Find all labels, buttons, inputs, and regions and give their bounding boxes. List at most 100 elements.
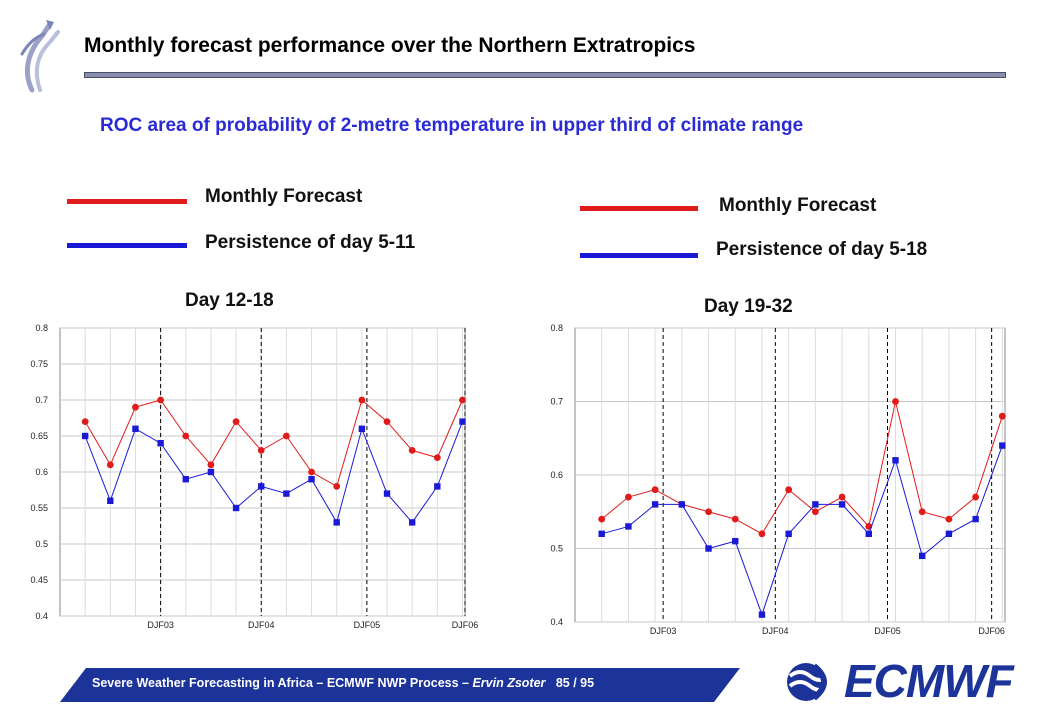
legend-forecast-label-left: Monthly Forecast [205, 186, 363, 207]
chart-left-ytick-label: 0.55 [30, 503, 48, 513]
chart-left-ytick-label: 0.8 [35, 323, 48, 333]
chart-right-persistence-point [972, 515, 979, 523]
chart-right-forecast-point [598, 515, 606, 523]
chart-subtitle: ROC area of probability of 2-metre tempe… [100, 115, 804, 136]
chart-right-persistence-point [838, 501, 846, 508]
chart-right-persistence-point [785, 530, 792, 537]
legend-forecast-label-right: Monthly Forecast [719, 195, 877, 216]
legend-forecast-swatch-left [67, 199, 187, 204]
chart-left-persistence-point [333, 519, 340, 526]
chart-right-persistence-point [625, 523, 632, 530]
chart-right-persistence-point [999, 442, 1006, 449]
chart-left-ytick-label: 0.6 [35, 467, 48, 477]
chart-right-season-label: DJF05 [874, 626, 901, 636]
chart-right-forecast-point [705, 508, 712, 516]
chart-right-persistence-point [651, 501, 659, 508]
legend-persistence-swatch-right [580, 253, 698, 258]
chart-right-forecast-point [972, 493, 980, 501]
chart-left-forecast-point [408, 447, 416, 454]
chart-right-forecast-point [785, 486, 793, 494]
ecmwf-swirl-logo-icon [20, 20, 60, 93]
chart-right-season-label: DJF03 [650, 626, 677, 636]
chart-right-forecast-point [811, 508, 819, 516]
chart-right-forecast-point [651, 486, 659, 494]
chart-left-forecast-point [333, 483, 341, 490]
ecmwf-wave-logo-icon [787, 663, 832, 701]
chart-right-forecast-point [758, 530, 766, 538]
chart-left-forecast-point [132, 403, 139, 411]
chart-right-ytick-label: 0.7 [550, 397, 563, 407]
chart-left-ytick-label: 0.7 [35, 395, 48, 405]
chart-left-persistence-point [408, 519, 416, 526]
chart-left-forecast-point [433, 454, 441, 461]
chart-right-persistence-point [732, 537, 739, 545]
legend-persistence-swatch-left [67, 243, 187, 248]
chart-right-series-line-persistence [601, 445, 1003, 617]
chart-left-series-line-forecast [84, 399, 463, 488]
chart-left-forecast-point [207, 461, 215, 469]
chart-left-forecast-point [257, 447, 265, 454]
chart-left-forecast-point [81, 418, 89, 425]
chart-left-persistence-point [107, 497, 114, 504]
chart-right-persistence-point [812, 501, 819, 508]
chart-right-ytick-label: 0.5 [550, 544, 563, 554]
legend-forecast-swatch-right [580, 206, 698, 211]
chart-right-forecast-point [918, 508, 926, 516]
chart-left-series-line-persistence [84, 421, 463, 524]
chart-left-forecast-point [157, 396, 165, 404]
chart-left-persistence-point [258, 483, 265, 490]
chart-left-persistence-point [207, 468, 215, 476]
chart-left-ytick-label: 0.5 [35, 539, 48, 549]
chart-right-season-label: DJF06 [978, 626, 1005, 636]
chart-right-ytick-label: 0.6 [550, 470, 563, 480]
chart-right-persistence-point [705, 545, 712, 552]
chart-left-ytick-label: 0.75 [30, 359, 48, 369]
chart-left-season-label: DJF03 [147, 620, 174, 630]
title-divider [84, 72, 1006, 78]
chart-right-forecast-point [998, 412, 1006, 420]
legend-persistence-label-left: Persistence of day 5-11 [205, 232, 416, 253]
chart-left-ytick-label: 0.65 [30, 431, 48, 441]
chart-left-persistence-point [308, 476, 315, 483]
chart-left-ytick-label: 0.45 [30, 575, 48, 585]
chart-left-ytick-label: 0.4 [35, 611, 48, 621]
chart-left-persistence-point [182, 476, 189, 483]
footer-bar [60, 668, 740, 702]
chart-left-persistence-point [434, 483, 441, 490]
chart-right-forecast-point [731, 515, 739, 523]
chart-left-forecast-point [358, 396, 366, 404]
chart-right-forecast-point [838, 493, 846, 501]
chart-left-forecast-point [106, 461, 114, 469]
chart-left-forecast-point [308, 468, 315, 476]
chart-left-persistence-point [383, 490, 391, 497]
chart-left-forecast-point [232, 418, 240, 425]
chart-left-persistence-point [132, 425, 139, 432]
chart-left-forecast-point [182, 432, 190, 440]
chart-right-persistence-point [892, 457, 899, 464]
page-title: Monthly forecast performance over the No… [84, 34, 696, 57]
chart-left-persistence-point [283, 490, 290, 497]
chart-right-persistence-point [945, 530, 953, 537]
chart-left-season-label: DJF06 [452, 620, 479, 630]
chart-right: 0.4 0.5 0.6 0.7 0.8 DJF03 DJF04 DJF05 DJF06 [550, 323, 1006, 636]
chart-left-persistence-point [358, 425, 366, 432]
chart-right-title: Day 19-32 [704, 296, 793, 317]
chart-right-ytick-label: 0.4 [550, 617, 563, 627]
footer-text: Severe Weather Forecasting in Africa – E… [92, 676, 594, 690]
chart-right-forecast-point [945, 515, 953, 523]
footer-title: Severe Weather Forecasting in Africa – E… [92, 676, 469, 690]
chart-left-forecast-point [383, 418, 391, 425]
chart-right-forecast-point [892, 398, 899, 405]
chart-right-persistence-point [678, 501, 686, 508]
legend-persistence-label-right: Persistence of day 5-18 [716, 239, 928, 260]
chart-left-persistence-point [459, 418, 466, 425]
chart-right-persistence-point [919, 552, 926, 560]
chart-right-persistence-point [598, 530, 605, 537]
chart-left: 0.4 0.45 0.5 0.55 0.6 0.65 0.7 0.75 0.8 DJF03 DJF0… [30, 323, 479, 630]
chart-left-persistence-point [81, 432, 89, 440]
chart-left-persistence-point [232, 504, 240, 512]
footer-page-number: 85 / 95 [555, 676, 595, 690]
chart-left-persistence-point [157, 440, 164, 447]
footer-author: Ervin Zsoter [472, 676, 546, 690]
chart-right-ytick-label: 0.8 [550, 323, 563, 333]
